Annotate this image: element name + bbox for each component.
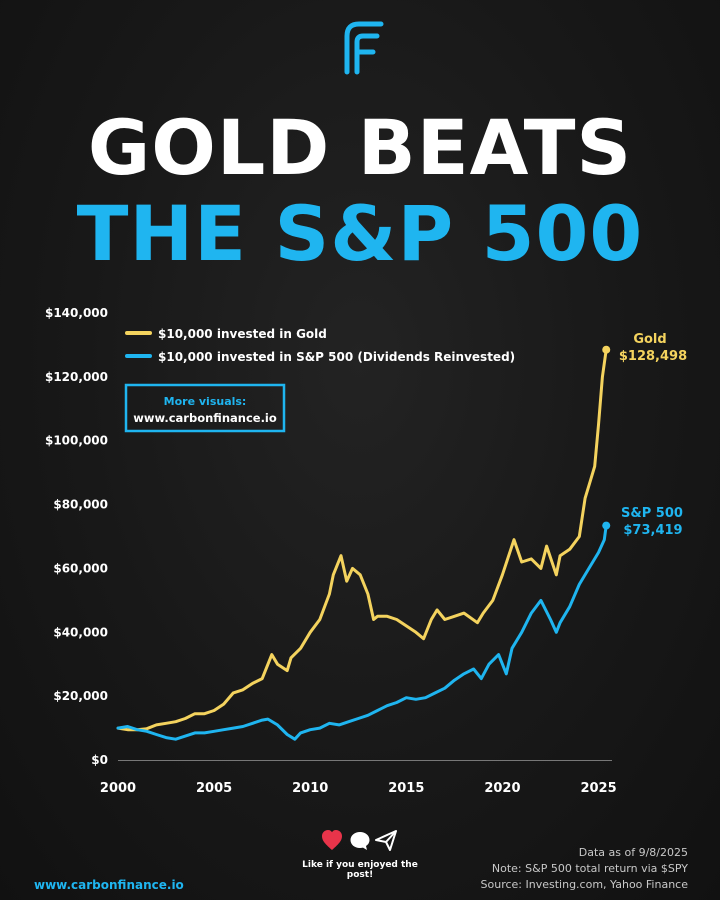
footer-notes: Data as of 9/8/2025 Note: S&P 500 total … — [481, 845, 688, 893]
y-axis: $0 $20,000 $40,000 $60,000 $80,000 $100,000 $1… — [45, 306, 108, 767]
x-tick-label: 2015 — [388, 781, 424, 796]
sp500-end-value: $73,419 — [623, 523, 682, 538]
x-tick-label: 2010 — [292, 781, 328, 796]
sp500-series-line — [116, 524, 608, 741]
series-lines — [116, 348, 608, 741]
y-tick-label: $60,000 — [53, 561, 108, 575]
gold-end-annotation: Gold $128,498 — [619, 332, 687, 364]
series-endpoints — [602, 345, 611, 530]
heart-icon[interactable] — [322, 830, 342, 850]
y-tick-label: $120,000 — [45, 370, 108, 384]
headline-line-1: GOLD BEATS — [87, 103, 633, 192]
like-text: Like if you enjoyed the post! — [302, 860, 418, 880]
comment-icon[interactable] — [350, 832, 370, 850]
y-tick-label: $20,000 — [53, 689, 108, 703]
data-date-note: Data as of 9/8/2025 — [578, 846, 688, 859]
x-tick-label: 2005 — [196, 781, 232, 796]
legend-sp500-label: $10,000 invested in S&P 500 (Dividends R… — [158, 350, 515, 364]
gold-end-label: Gold — [633, 332, 666, 347]
gold-series-line — [116, 348, 608, 732]
promo-box[interactable]: More visuals: www.carbonfinance.io — [124, 383, 286, 433]
legend: $10,000 invested in Gold $10,000 investe… — [125, 327, 515, 364]
x-tick-label: 2025 — [580, 781, 616, 796]
footer-website-link[interactable]: www.carbonfinance.io — [34, 878, 184, 892]
sp500-end-annotation: S&P 500 $73,419 — [621, 506, 683, 538]
sp500-total-return-note: Note: S&P 500 total return via $SPY — [491, 862, 688, 875]
y-tick-label: $80,000 — [53, 498, 108, 512]
sp500-end-marker — [602, 521, 611, 530]
x-tick-label: 2020 — [484, 781, 520, 796]
x-axis: 2000 2005 2010 2015 2020 2025 — [100, 781, 617, 796]
gold-end-marker — [602, 345, 611, 354]
send-icon[interactable] — [375, 830, 397, 851]
gold-vs-sp500-line-chart: $0 $20,000 $40,000 $60,000 $80,000 $100,000 $1… — [45, 306, 687, 796]
y-tick-label: $140,000 — [45, 306, 108, 320]
gold-end-value: $128,498 — [619, 349, 687, 364]
y-tick-label: $0 — [91, 753, 108, 767]
source-note: Source: Investing.com, Yahoo Finance — [480, 878, 688, 891]
brand-logo-icon — [344, 21, 384, 75]
y-tick-label: $40,000 — [53, 625, 108, 639]
social-icons — [322, 830, 397, 851]
sp500-end-label: S&P 500 — [621, 506, 683, 521]
promo-url: www.carbonfinance.io — [133, 411, 277, 425]
like-prompt: Like if you enjoyed the post! — [290, 828, 430, 880]
headline-line-2: THE S&P 500 — [76, 189, 644, 278]
legend-gold-label: $10,000 invested in Gold — [158, 327, 327, 341]
y-tick-label: $100,000 — [45, 434, 108, 448]
x-tick-label: 2000 — [100, 781, 136, 796]
promo-label: More visuals: — [164, 395, 247, 408]
